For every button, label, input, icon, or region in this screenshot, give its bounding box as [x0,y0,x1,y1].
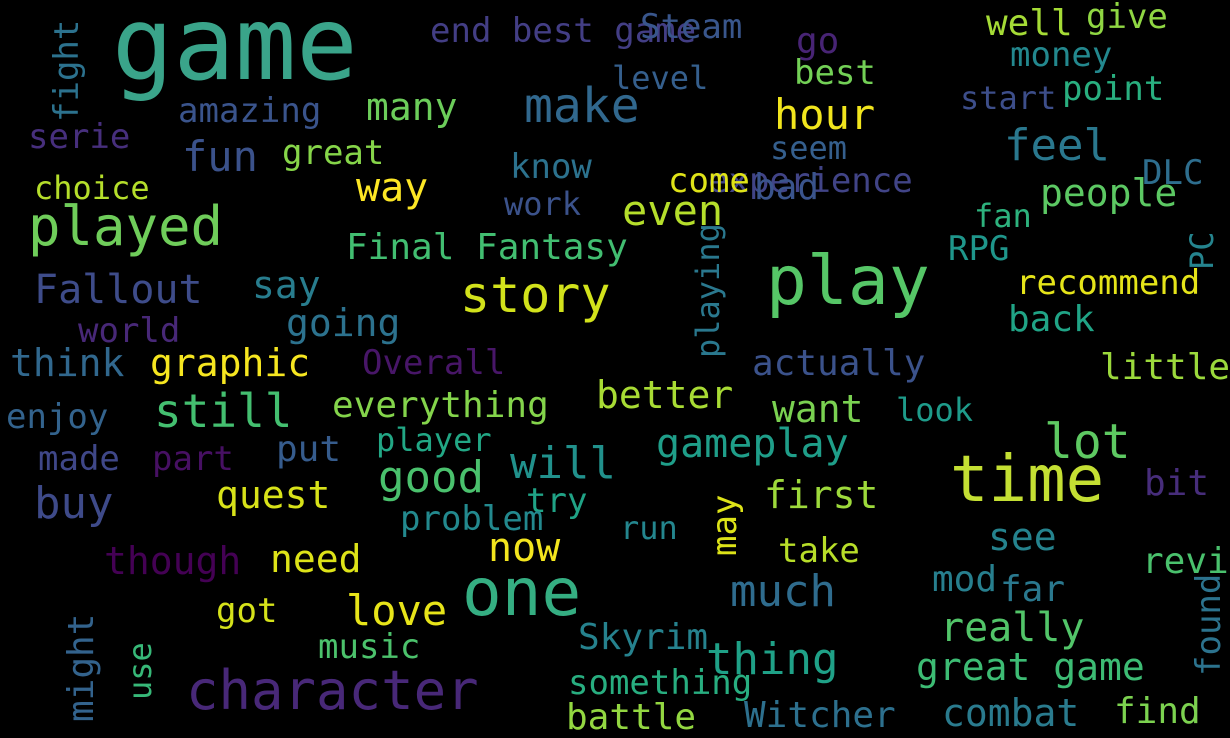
word-mod: review [1142,541,1230,582]
word-fallout: Fallout [34,267,203,313]
word-think: though [104,539,242,583]
word-recommend: RPG [948,229,1010,269]
word-actually: amazing [178,91,322,131]
word-make: make [524,78,640,134]
word-come: work [504,185,582,223]
word-problem: try [526,481,588,521]
word-witcher: Witcher [744,695,896,736]
word-time: time [950,443,1105,517]
word-go: level [612,59,709,97]
word-fun: fun [182,132,258,181]
word-find: battle [566,697,697,738]
word-end-best-game: actually [752,343,926,384]
word-player: enjoy [6,397,109,437]
word-will: will [510,438,616,489]
word-fight: fight [47,19,87,122]
word-now: now [488,525,561,571]
word-say: going [286,301,401,345]
word-music: use [121,642,159,700]
word-play: play [766,242,930,321]
word-need: quest [216,473,331,517]
word-game: game [112,0,358,104]
word-many: got [216,591,278,631]
word-might: find [1114,691,1201,732]
word-skyrim: might [61,613,102,722]
word-much: much [730,566,836,617]
word-playing: back [1008,299,1095,340]
word-want: want [772,387,864,431]
word-feel: feel [1004,120,1110,171]
word-overall: world [78,311,181,351]
word-review: take [778,531,860,571]
word-made: put [276,429,342,470]
word-really: really [940,605,1085,651]
word-great: many [366,85,458,129]
word-experience: seem [770,129,848,167]
word-seem: start [960,79,1057,117]
word-fan: DLC [1142,153,1204,193]
word-story: story [460,266,611,324]
word-something: music [318,627,421,667]
word-part: made [38,439,120,479]
word-still: still [154,384,293,438]
word-everything: everything [332,385,549,426]
word-best: money [1010,35,1113,75]
word-amazing: great [282,133,385,173]
word-back: recommend [1016,263,1201,303]
word-played: played [28,195,224,258]
word-may: run [620,509,678,547]
word-give: well [986,3,1073,44]
word-use: found [1189,573,1229,676]
word-choice: choice [34,169,150,207]
word-money: give [1086,0,1168,37]
word-look: little [1100,347,1230,388]
word-good: good [378,452,484,503]
word-dlc: people [1040,171,1178,215]
word-take: see [988,515,1057,559]
word-point: best [794,53,876,93]
word-steam: end best game [430,11,697,51]
word-start: point [1062,69,1165,109]
word-little: Overall [362,343,506,383]
word-lot: lot [1044,414,1131,470]
word-great-game: great game [916,645,1145,689]
word-way: way [356,165,429,211]
word-bad: come [668,161,750,201]
word-bit: part [152,439,234,479]
word-see: may [705,494,745,556]
word-quest: Skyrim [578,617,709,658]
word-love: love [346,586,448,635]
word-run: problem [400,499,544,539]
word-put: player [376,421,492,459]
word-far: mod [932,559,998,600]
word-thing: thing [706,634,839,685]
word-combat: combat [942,691,1080,735]
word-level: Steam [640,7,743,47]
word-enjoy: look [896,391,974,429]
word-got: say [252,263,321,307]
word-hour: hour [774,90,876,139]
word-well: go [796,21,840,62]
word-buy: buy [34,478,114,529]
word-one: one [462,554,582,631]
word-serie: serie [28,117,131,157]
word-know: experience [708,161,913,201]
word-found: far [1000,569,1066,610]
word-gameplay: gameplay [656,421,849,467]
word-graphic: graphic [150,341,311,385]
word-battle: something [568,663,753,703]
word-even: even [622,186,724,235]
word-final-fantasy: Final Fantasy [346,227,628,268]
word-world: playing [689,223,727,358]
word-first: first [764,473,879,517]
word-better: better [596,373,734,417]
word-character: character [186,659,479,722]
word-though: need [270,537,362,581]
word-going: think [10,341,125,385]
word-pc: fan [974,197,1032,235]
word-people: bad [754,167,820,208]
word-try: bit [1144,463,1210,504]
word-work: know [510,147,592,187]
